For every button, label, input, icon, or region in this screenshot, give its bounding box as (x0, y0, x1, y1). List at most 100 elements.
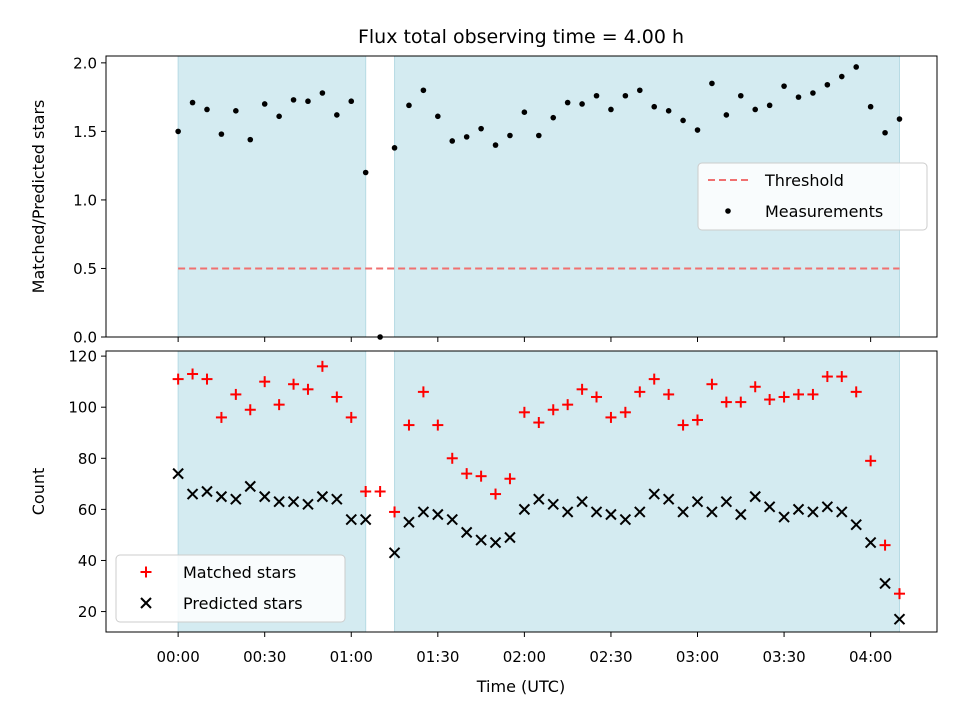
predicted-stars-marker-b (648, 488, 660, 500)
y-tick-label: 100 (68, 399, 97, 417)
measurement-point (189, 99, 196, 106)
predicted-stars-marker-b (504, 531, 516, 544)
predicted-stars-point (763, 501, 776, 513)
predicted-stars-marker-b (230, 493, 242, 505)
predicted-stars-point (634, 506, 646, 518)
predicted-stars-point (201, 485, 213, 498)
matched-stars-point (720, 396, 732, 408)
predicted-stars-marker-b (850, 519, 862, 531)
matched-stars-point (533, 417, 545, 429)
matched-stars-point (259, 376, 271, 388)
matched-stars-point (547, 404, 559, 416)
predicted-stars-marker-b (172, 467, 184, 480)
predicted-stars-point (417, 506, 430, 518)
predicted-stars-marker-b (677, 506, 689, 518)
matched-stars-point (778, 391, 790, 403)
predicted-stars-point (518, 503, 531, 516)
measurement-point (449, 138, 456, 144)
measurement-point (420, 87, 427, 94)
predicted-stars-marker-b (489, 536, 502, 549)
predicted-stars-point (475, 534, 487, 546)
matched-stars-point (475, 470, 487, 482)
predicted-stars-marker-b (691, 496, 704, 508)
measurement-point (492, 142, 499, 148)
predicted-stars-point (836, 506, 848, 518)
predicted-stars-marker-b (446, 513, 458, 526)
measurement-point (204, 106, 210, 113)
measurement-point (853, 64, 860, 70)
matched-stars-point (331, 391, 343, 403)
y-axis-label: Matched/Predicted stars (29, 100, 48, 294)
matched-stars-point (836, 371, 848, 383)
measurement-point (709, 80, 715, 87)
matched-stars-point (793, 388, 804, 400)
predicted-stars-point (316, 490, 329, 503)
y-tick-label: 1.0 (73, 191, 97, 209)
x-tick-label: 03:00 (676, 648, 719, 666)
y-tick-label: 80 (78, 450, 97, 468)
predicted-stars-marker-b (807, 506, 819, 518)
legend: Threshold Measurements (697, 162, 928, 231)
measurement-point (608, 106, 614, 113)
predicted-stars-marker-b (763, 501, 776, 513)
matched-stars-point (504, 473, 516, 485)
matched-stars-point (893, 588, 905, 600)
measurement-point (319, 90, 326, 96)
predicted-stars-point (215, 490, 228, 503)
predicted-stars-marker-b (792, 503, 805, 516)
x-tick-label: 02:30 (589, 648, 632, 666)
measurement-point (795, 94, 802, 100)
matched-stars-point (432, 419, 444, 431)
y-tick-label: 40 (78, 552, 97, 570)
measurement-point (478, 125, 484, 132)
matched-stars-point (518, 406, 530, 418)
predicted-stars-marker-b (215, 490, 228, 503)
measurement-point (334, 112, 340, 118)
predicted-stars-marker-b (287, 496, 300, 508)
matched-stars-point (201, 373, 213, 385)
predicted-stars-point (893, 613, 906, 625)
predicted-stars-marker-b (460, 526, 473, 539)
matched-stars-point (591, 391, 603, 403)
predicted-stars-point (807, 506, 819, 518)
measurement-point (766, 102, 773, 109)
predicted-stars-marker-b (244, 480, 256, 493)
predicted-stars-marker-b (345, 513, 357, 526)
predicted-stars-marker-b (331, 493, 343, 505)
legend: Matched stars Predicted stars (115, 554, 346, 623)
counts-panel: 20 40 60 80 100 120 00:00 00:30 01:00 01:30 02:00 0… (29, 348, 938, 666)
legend-box (697, 162, 928, 231)
predicted-stars-point (504, 531, 516, 544)
measurement-point (247, 136, 254, 143)
legend-label: Matched stars (183, 563, 296, 582)
predicted-stars-marker-b (186, 488, 199, 500)
predicted-stars-point (691, 496, 704, 508)
matched-stars-point (360, 486, 372, 497)
predicted-stars-marker-b (720, 496, 733, 508)
matched-stars-point (605, 411, 617, 423)
predicted-stars-point (792, 503, 805, 516)
legend-label: Predicted stars (183, 594, 303, 613)
measurement-point (622, 92, 629, 99)
matched-stars-point (403, 419, 415, 431)
measurement-point (536, 132, 542, 139)
predicted-stars-marker-b (403, 516, 415, 528)
predicted-stars-point (460, 526, 473, 539)
matched-stars-point (215, 411, 227, 423)
predicted-stars-point (258, 490, 271, 503)
predicted-stars-marker-b (778, 511, 790, 523)
predicted-stars-marker-b (706, 506, 718, 518)
predicted-stars-marker-b (619, 513, 632, 526)
measurement-point (391, 145, 398, 151)
measurement-point (362, 169, 369, 176)
predicted-stars-point (489, 536, 502, 549)
measurement-point (752, 106, 759, 113)
measurement-point (564, 99, 571, 106)
matched-stars-point (706, 378, 718, 390)
predicted-stars-point (605, 508, 617, 521)
predicted-stars-marker-b (879, 577, 891, 590)
x-tick-label: 00:30 (243, 648, 286, 666)
measurement-point (507, 132, 513, 139)
predicted-stars-point (388, 547, 401, 559)
